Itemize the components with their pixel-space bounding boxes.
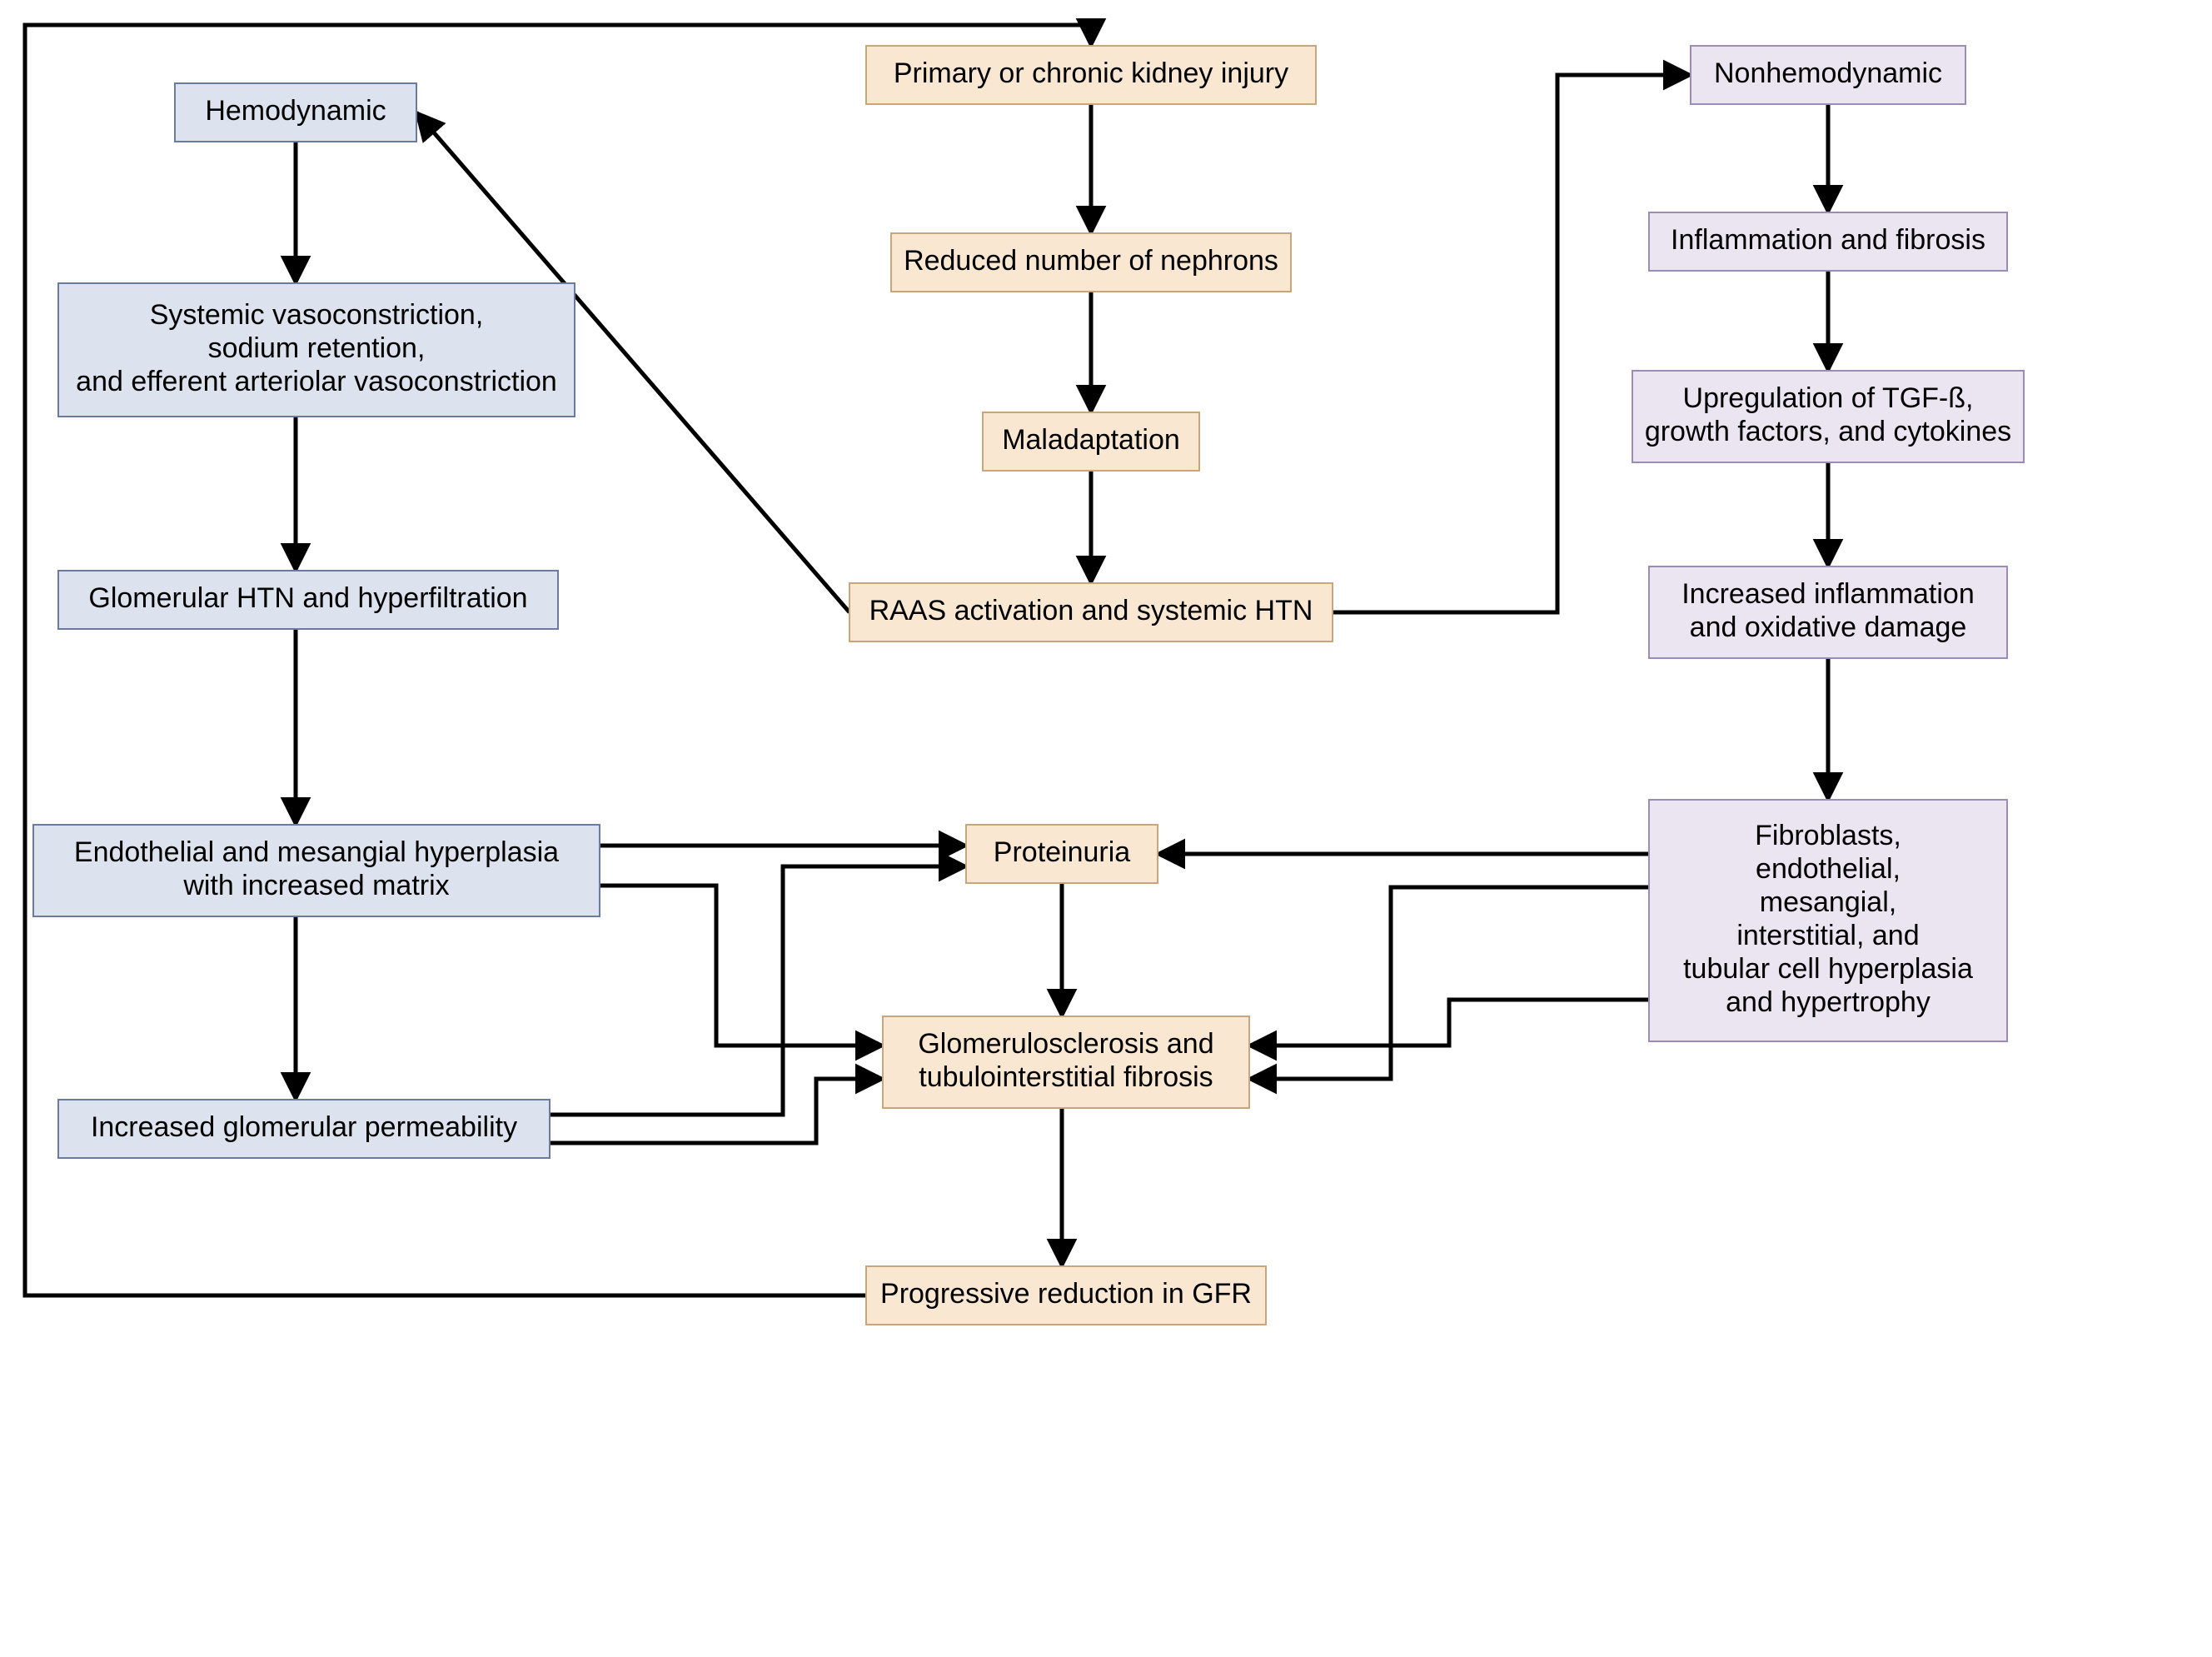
node-label-line: Inflammation and fibrosis <box>1671 224 1985 256</box>
node-label-line: Systemic vasoconstriction, <box>150 299 484 331</box>
flow-edge <box>550 1079 883 1143</box>
node-label-line: and efferent arteriolar vasoconstriction <box>76 366 557 397</box>
node-perm: Increased glomerular permeability <box>58 1100 550 1158</box>
node-label-line: and hypertrophy <box>1726 986 1931 1018</box>
node-label-line: with increased matrix <box>182 870 449 901</box>
node-label: Maladaptation <box>1002 424 1180 456</box>
node-label: Proteinuria <box>994 836 1131 868</box>
node-label-line: Glomerulosclerosis and <box>918 1028 1213 1060</box>
node-ghtn: Glomerular HTN and hyperfiltration <box>58 571 558 629</box>
node-label-line: mesangial, <box>1760 886 1896 918</box>
node-label: Progressive reduction in GFR <box>880 1278 1252 1310</box>
node-label-line: Increased glomerular permeability <box>91 1111 517 1143</box>
node-label-line: Endothelial and mesangial hyperplasia <box>74 836 559 868</box>
node-label-line: tubulointerstitial fibrosis <box>919 1061 1213 1093</box>
node-inflfib: Inflammation and fibrosis <box>1649 212 2007 271</box>
node-hemo: Hemodynamic <box>175 83 416 142</box>
node-label: Inflammation and fibrosis <box>1671 224 1985 256</box>
node-malad: Maladaptation <box>983 412 1199 471</box>
node-label: Increased glomerular permeability <box>91 1111 517 1143</box>
flow-edge <box>600 886 883 1046</box>
node-label-line: Maladaptation <box>1002 424 1180 456</box>
node-label: Primary or chronic kidney injury <box>894 57 1288 89</box>
node-prot: Proteinuria <box>966 825 1158 883</box>
node-label-line: growth factors, and cytokines <box>1645 416 2011 447</box>
node-label-line: Upregulation of TGF-ß, <box>1683 382 1974 414</box>
node-primary: Primary or chronic kidney injury <box>866 46 1316 104</box>
flow-edge <box>1249 1000 1649 1046</box>
node-label-line: Hemodynamic <box>205 95 386 127</box>
flow-edge <box>1249 887 1649 1079</box>
node-label-line: tubular cell hyperplasia <box>1683 953 1973 985</box>
node-label-line: sodium retention, <box>208 332 426 364</box>
nodes-layer: Hemodynamic Systemic vasoconstriction,sod… <box>33 46 2024 1325</box>
node-label-line: Proteinuria <box>994 836 1131 868</box>
node-label-line: endothelial, <box>1756 853 1901 885</box>
node-label-line: interstitial, and <box>1736 920 1919 951</box>
node-label-line: RAAS activation and systemic HTN <box>869 595 1313 626</box>
node-label-line: Progressive reduction in GFR <box>880 1278 1252 1310</box>
node-label-line: and oxidative damage <box>1690 611 1967 643</box>
node-label-line: Fibroblasts, <box>1755 820 1901 851</box>
flow-edge <box>1333 75 1691 612</box>
node-label: RAAS activation and systemic HTN <box>869 595 1313 626</box>
node-glomscl: Glomerulosclerosis andtubulointerstitial… <box>883 1016 1249 1108</box>
node-fibro: Fibroblasts,endothelial,mesangial,inters… <box>1649 800 2007 1041</box>
node-label: Nonhemodynamic <box>1714 57 1942 89</box>
node-vaso: Systemic vasoconstriction,sodium retenti… <box>58 283 575 417</box>
node-endomes: Endothelial and mesangial hyperplasiawit… <box>33 825 600 916</box>
node-oxid: Increased inflammationand oxidative dama… <box>1649 566 2007 658</box>
node-label: Reduced number of nephrons <box>904 245 1278 277</box>
node-label-line: Nonhemodynamic <box>1714 57 1942 89</box>
node-label-line: Reduced number of nephrons <box>904 245 1278 277</box>
node-gfr: Progressive reduction in GFR <box>866 1266 1266 1325</box>
node-label-line: Glomerular HTN and hyperfiltration <box>88 582 527 614</box>
node-tgf: Upregulation of TGF-ß,growth factors, an… <box>1632 371 2024 462</box>
node-label-line: Primary or chronic kidney injury <box>894 57 1288 89</box>
node-label: Hemodynamic <box>205 95 386 127</box>
node-raas: RAAS activation and systemic HTN <box>849 583 1333 641</box>
node-nonhemo: Nonhemodynamic <box>1691 46 1965 104</box>
node-nephrons: Reduced number of nephrons <box>891 233 1291 292</box>
node-label-line: Increased inflammation <box>1681 578 1975 610</box>
node-label: Glomerular HTN and hyperfiltration <box>88 582 527 614</box>
